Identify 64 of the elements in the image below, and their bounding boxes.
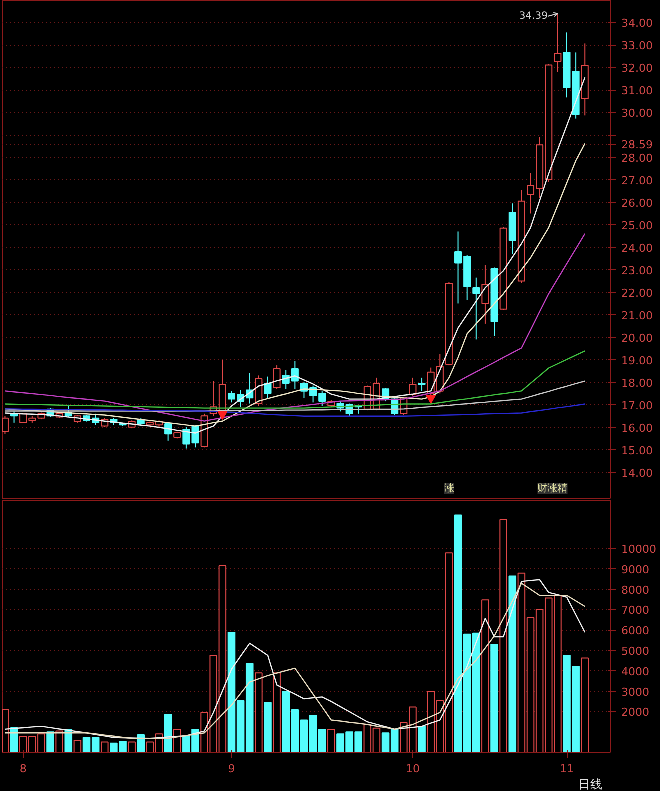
bar bbox=[2, 709, 10, 752]
candlestick bbox=[273, 365, 281, 390]
y-tick-label: 19.00 bbox=[622, 354, 653, 368]
y-tick-label: 31.00 bbox=[622, 84, 653, 98]
y-tick-label: 9000 bbox=[622, 563, 650, 576]
y-tick-label: 34.00 bbox=[622, 17, 653, 30]
candlestick bbox=[472, 277, 480, 340]
y-tick-label: 33.00 bbox=[622, 40, 653, 53]
candlestick bbox=[418, 377, 426, 392]
candlestick bbox=[409, 377, 417, 396]
y-tick-label: 16.00 bbox=[622, 422, 653, 435]
y-tick-label: 32.00 bbox=[622, 62, 653, 76]
annotation: 34.39 bbox=[519, 10, 548, 22]
bar bbox=[328, 728, 336, 752]
y-tick-label: 15.00 bbox=[622, 444, 653, 458]
y-tick-label: 26.00 bbox=[622, 196, 653, 210]
y-tick-label: 7000 bbox=[622, 604, 650, 618]
bar bbox=[173, 728, 182, 752]
candlestick bbox=[264, 376, 272, 399]
bar bbox=[56, 730, 64, 752]
x-tick-label: 9 bbox=[228, 762, 236, 776]
annotation: 财涨精 bbox=[538, 482, 568, 494]
bar bbox=[264, 702, 272, 752]
bar bbox=[128, 742, 136, 752]
candlestick bbox=[482, 264, 490, 324]
x-tick-label: 10 bbox=[406, 762, 420, 776]
y-tick-label: 3000 bbox=[622, 686, 650, 699]
x-tick-label: 8 bbox=[20, 762, 27, 776]
y-tick-label: 22.00 bbox=[622, 286, 653, 300]
line-series bbox=[4, 233, 586, 422]
x-tick-label: 11 bbox=[560, 762, 574, 776]
bar bbox=[581, 658, 590, 752]
bar bbox=[508, 576, 517, 752]
bar bbox=[490, 644, 498, 752]
y-tick-label: 2000 bbox=[622, 706, 650, 720]
bar bbox=[418, 726, 426, 752]
y-tick-label: 14.00 bbox=[622, 466, 653, 480]
y-tick-label: 24.00 bbox=[622, 242, 653, 255]
y-tick-label: 23.00 bbox=[622, 264, 653, 278]
bar bbox=[137, 734, 146, 752]
y-tick-label: 10000 bbox=[622, 542, 656, 556]
annotation: 涨 bbox=[444, 482, 454, 494]
y-tick-label: 28.59 bbox=[622, 138, 653, 152]
candlestick bbox=[2, 416, 9, 435]
y-tick-label: 5000 bbox=[622, 644, 650, 658]
y-tick-label: 25.00 bbox=[622, 219, 653, 232]
y-tick-label: 4000 bbox=[622, 665, 650, 678]
bar bbox=[482, 600, 490, 752]
text: 日线 bbox=[578, 778, 602, 791]
bar bbox=[500, 519, 508, 752]
bar bbox=[46, 732, 54, 752]
y-tick-label: 28.00 bbox=[622, 152, 653, 166]
y-tick-label: 20.00 bbox=[622, 332, 653, 345]
bar bbox=[100, 742, 109, 752]
y-tick-label: 21.00 bbox=[622, 309, 653, 322]
y-tick-label: 27.00 bbox=[622, 174, 653, 188]
y-tick-label: 6000 bbox=[622, 624, 650, 638]
bar bbox=[273, 672, 281, 752]
y-tick-label: 8000 bbox=[622, 584, 650, 597]
bar bbox=[255, 672, 263, 752]
bar bbox=[74, 740, 82, 752]
y-tick-label: 17.00 bbox=[622, 399, 653, 412]
y-tick-label: 30.00 bbox=[622, 107, 653, 120]
y-tick-label: 18.00 bbox=[622, 376, 653, 390]
